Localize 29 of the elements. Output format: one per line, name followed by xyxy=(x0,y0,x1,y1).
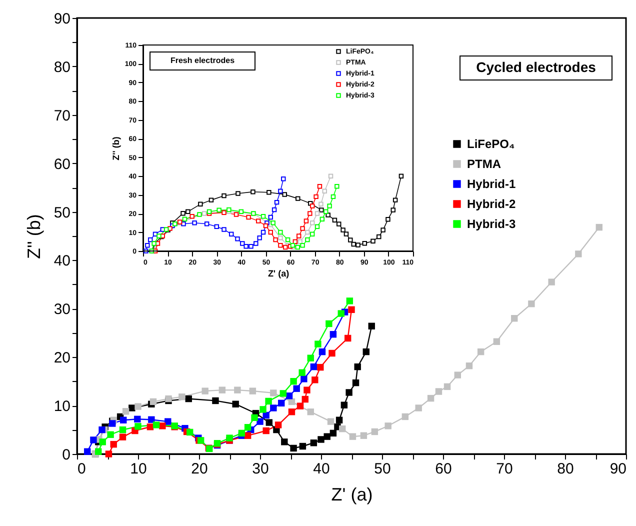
y-axis-title: Z'' (b) xyxy=(110,136,121,160)
x-tick-label: 0 xyxy=(78,460,86,478)
legend-label: Hybrid-1 xyxy=(467,177,516,191)
legend-label: PTMA xyxy=(467,157,502,171)
y-tick-label: 70 xyxy=(54,107,70,124)
y-tick-label: 20 xyxy=(54,350,70,367)
x-tick-label: 80 xyxy=(557,460,574,478)
x-axis-title: Z' (a) xyxy=(331,484,373,504)
y-tick-label: 0 xyxy=(62,446,70,464)
y-axis-title: Z'' (b) xyxy=(24,214,44,259)
x-tick-label: 50 xyxy=(374,460,391,478)
annotation: Fresh electrodes xyxy=(170,56,236,65)
x-axis-title: Z' (a) xyxy=(268,268,290,278)
x-tick-label: 60 xyxy=(435,460,452,478)
y-tick-label: 80 xyxy=(54,58,70,76)
y-tick-label: 50 xyxy=(54,204,70,222)
y-tick-label: 30 xyxy=(54,301,70,318)
y-tick-label: 60 xyxy=(54,156,70,173)
x-tick-label: 40 xyxy=(313,460,330,478)
x-tick-label: 90 xyxy=(610,460,626,478)
y-tick-label: 90 xyxy=(54,10,70,28)
legend-label: LiFePO₄ xyxy=(467,137,516,151)
annotation: Cycled electrodes xyxy=(476,59,596,75)
x-tick-label: 20 xyxy=(191,460,208,478)
x-tick-label: 70 xyxy=(496,460,513,478)
x-tick-label: 30 xyxy=(252,460,269,478)
y-tick-label: 10 xyxy=(54,398,70,416)
legend-label: Hybrid-2 xyxy=(467,197,516,211)
legend-label: Hybrid-3 xyxy=(467,217,516,231)
